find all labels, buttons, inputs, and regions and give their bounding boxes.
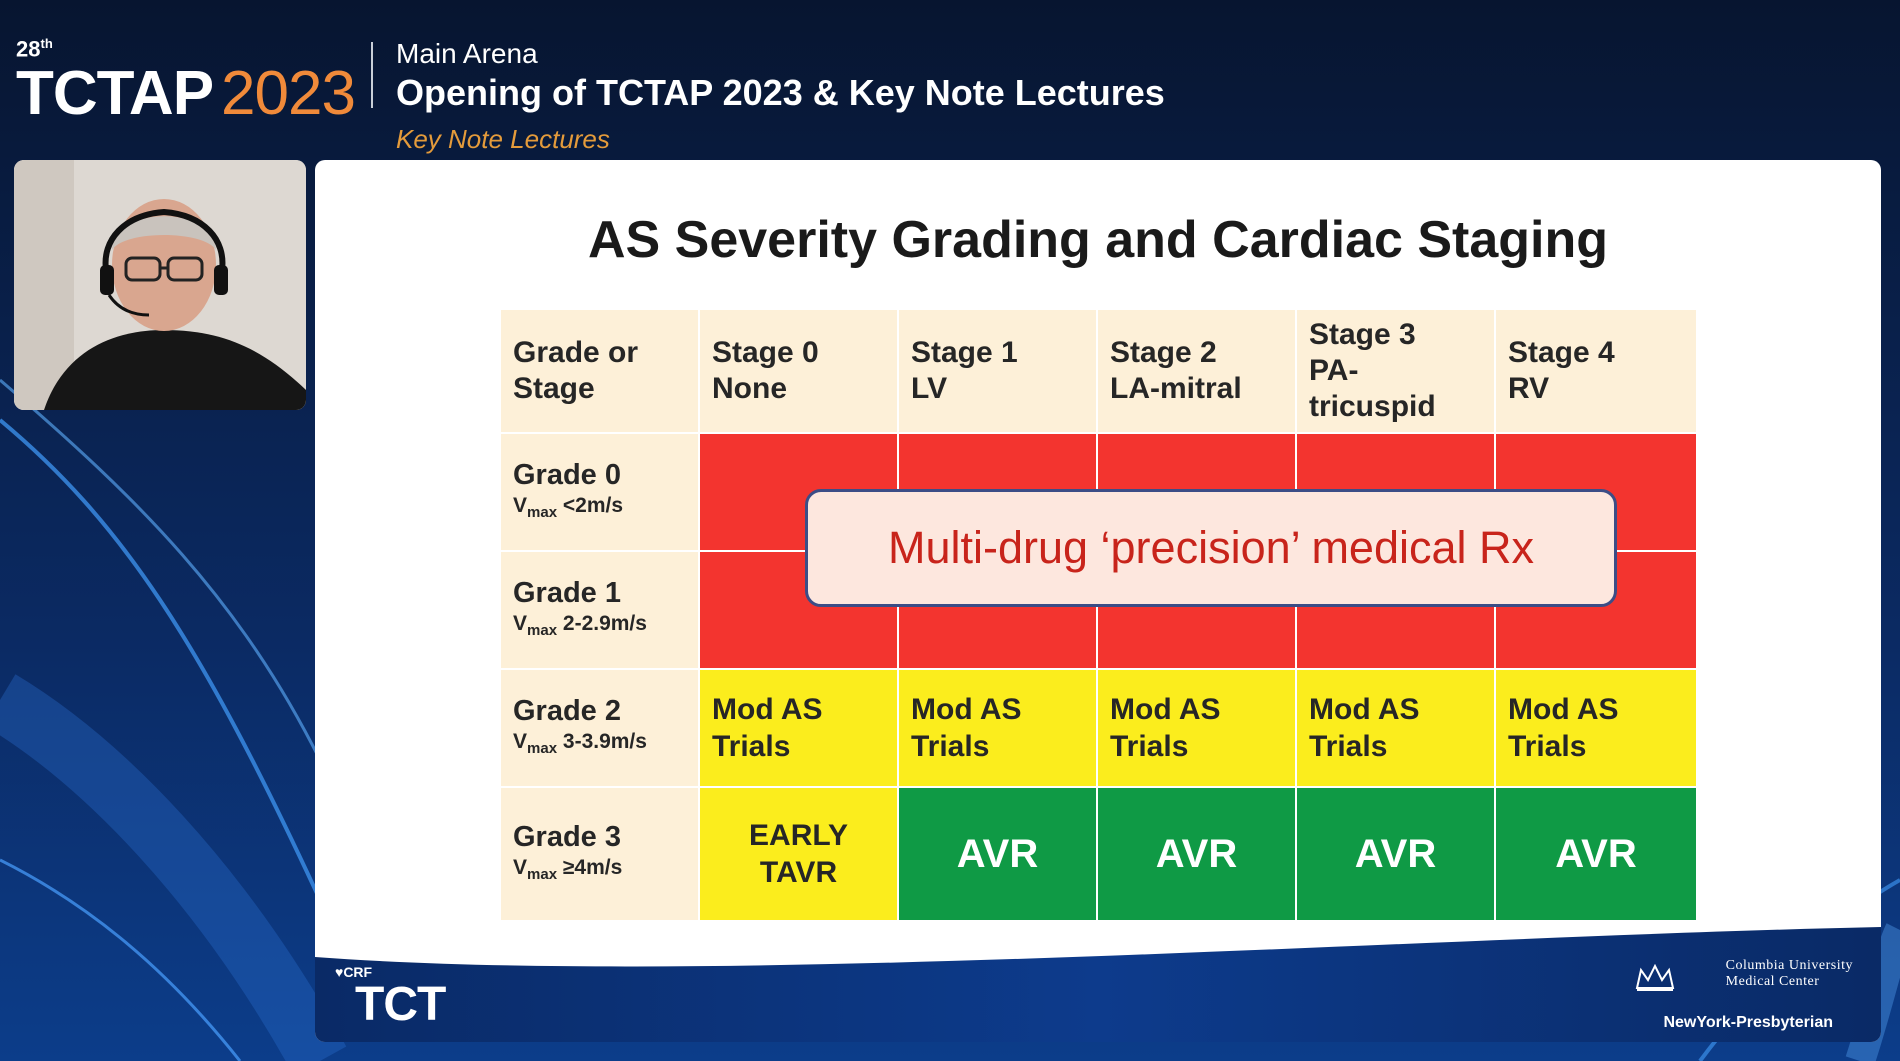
crown-icon [1635,964,1675,991]
session-subtitle: Key Note Lectures [396,124,610,154]
crf-logo: ♥CRF [335,964,373,980]
row-grade-3: Grade 3 Vmax ≥4m/s [501,788,700,922]
slide-footer-band [315,927,1881,1042]
staging-table: Grade or Stage Stage 0 None Stage 1 LV Stag… [501,310,1698,922]
header-grade-or-stage: Grade or Stage [501,310,700,434]
presentation-slide: AS Severity Grading and Cardiac Staging … [315,160,1881,1042]
cell-mod-as-trials: Mod AS Trials [700,670,899,788]
cell-mod-as-trials: Mod AS Trials [1496,670,1698,788]
cell-avr: AVR [899,788,1098,922]
speaker-video-frame [14,160,306,410]
event-name: TCTAP 2023 [16,59,356,128]
tct-logo: TCT [355,978,446,1031]
event-ordinal: 28th [16,36,53,62]
row-grade-1: Grade 1 Vmax 2-2.9m/s [501,552,700,670]
header-stage-4: Stage 4 RV [1496,310,1698,434]
nyp-logo-text: NewYork-Presbyterian [1663,1014,1833,1031]
header-divider [371,42,373,108]
columbia-logo-text: Columbia University Medical Center [1725,958,1853,989]
header-stage-1: Stage 1 LV [899,310,1098,434]
cell-early-tavr: EARLY TAVR [700,788,899,922]
medical-rx-callout: Multi-drug ‘precision’ medical Rx [805,489,1617,607]
header-stage-3: Stage 3 PA-tricuspid [1297,310,1496,434]
cell-mod-as-trials: Mod AS Trials [1297,670,1496,788]
speaker-webcam [14,160,306,410]
session-title: Opening of TCTAP 2023 & Key Note Lecture… [396,72,1165,113]
cell-avr: AVR [1297,788,1496,922]
row-grade-0: Grade 0 Vmax <2m/s [501,434,700,552]
header-stage-0: Stage 0 None [700,310,899,434]
cell-mod-as-trials: Mod AS Trials [1098,670,1297,788]
cell-mod-as-trials: Mod AS Trials [899,670,1098,788]
venue-label: Main Arena [396,38,538,69]
cell-avr: AVR [1496,788,1698,922]
event-year: 2023 [221,59,356,128]
row-grade-2: Grade 2 Vmax 3-3.9m/s [501,670,700,788]
cell-avr: AVR [1098,788,1297,922]
header-stage-2: Stage 2 LA-mitral [1098,310,1297,434]
slide-title: AS Severity Grading and Cardiac Staging [587,211,1609,269]
